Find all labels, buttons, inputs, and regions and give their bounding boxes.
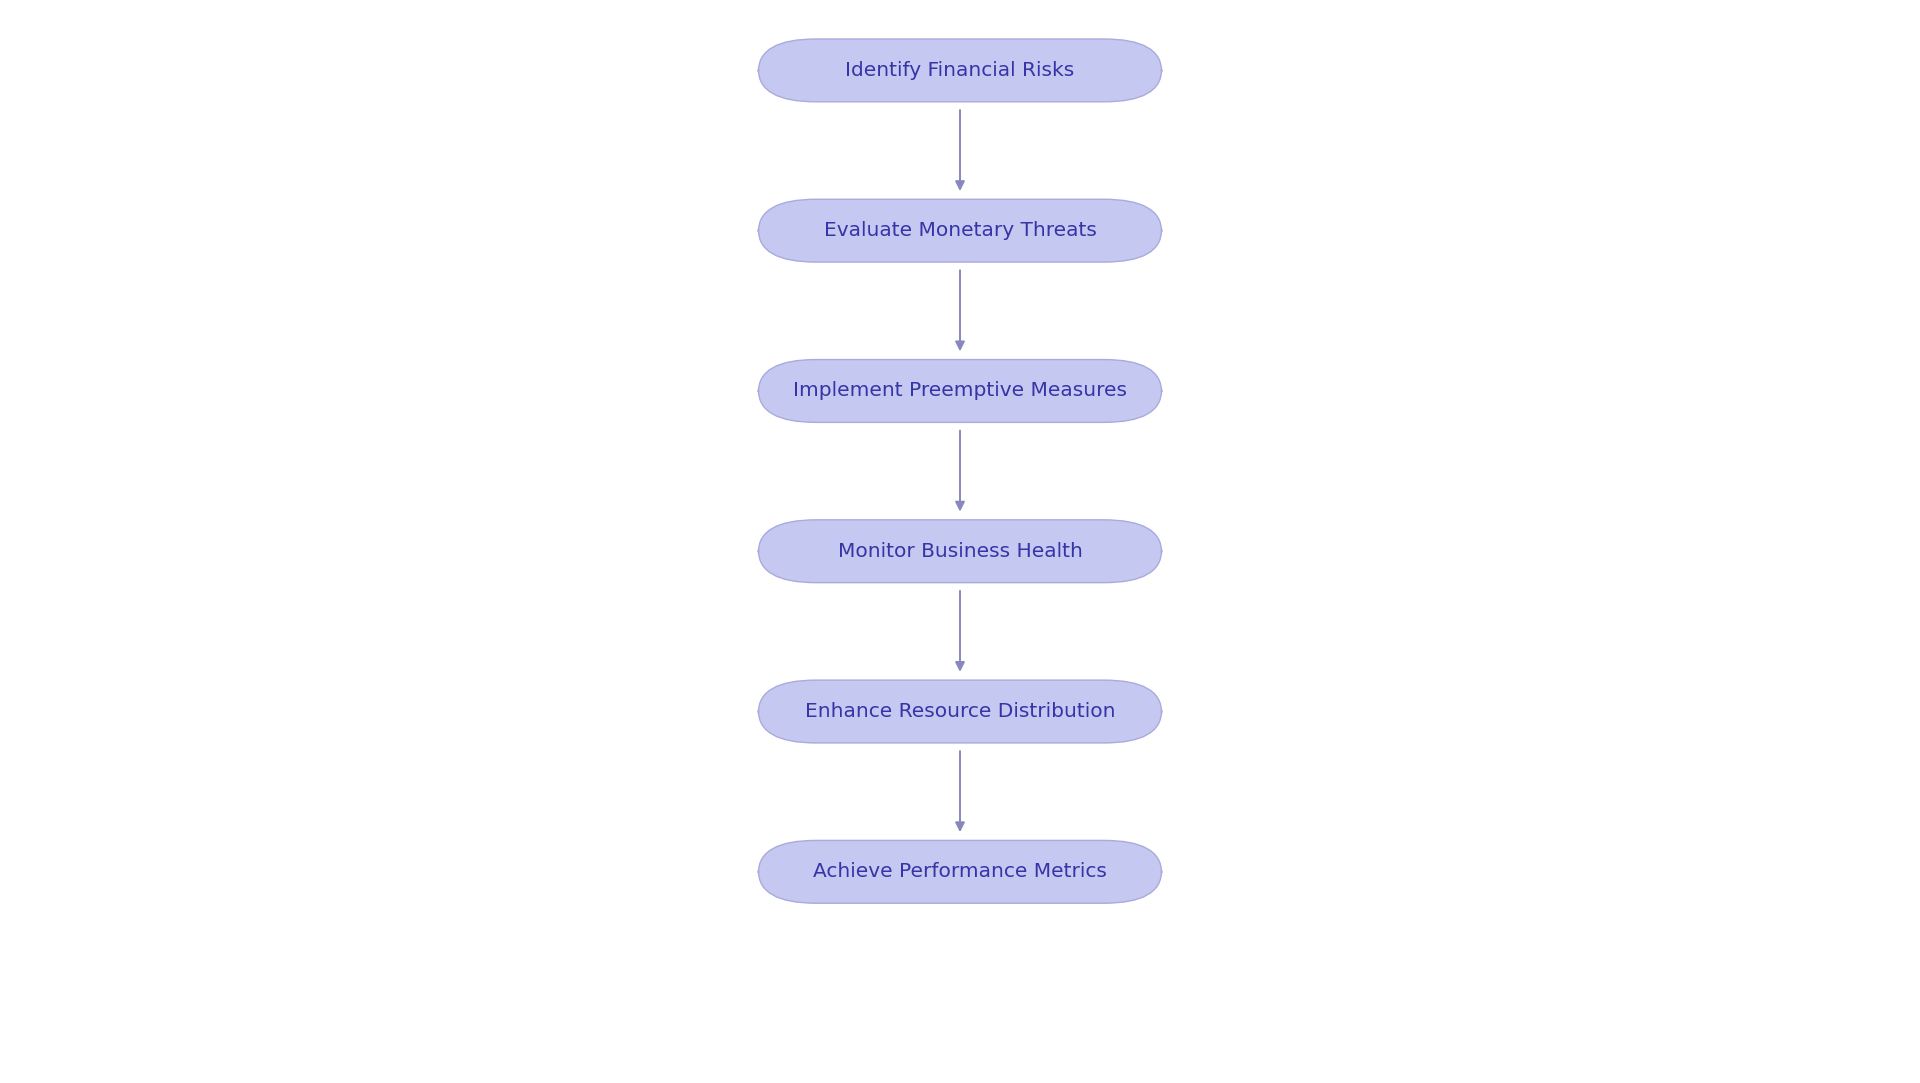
Text: Evaluate Monetary Threats: Evaluate Monetary Threats: [824, 221, 1096, 240]
FancyBboxPatch shape: [758, 520, 1162, 583]
FancyBboxPatch shape: [758, 199, 1162, 262]
FancyBboxPatch shape: [758, 39, 1162, 102]
Text: Monitor Business Health: Monitor Business Health: [837, 542, 1083, 561]
FancyBboxPatch shape: [758, 680, 1162, 743]
Text: Enhance Resource Distribution: Enhance Resource Distribution: [804, 702, 1116, 721]
Text: Identify Financial Risks: Identify Financial Risks: [845, 61, 1075, 80]
Text: Implement Preemptive Measures: Implement Preemptive Measures: [793, 381, 1127, 401]
Text: Achieve Performance Metrics: Achieve Performance Metrics: [812, 862, 1108, 882]
FancyBboxPatch shape: [758, 840, 1162, 903]
FancyBboxPatch shape: [758, 360, 1162, 422]
